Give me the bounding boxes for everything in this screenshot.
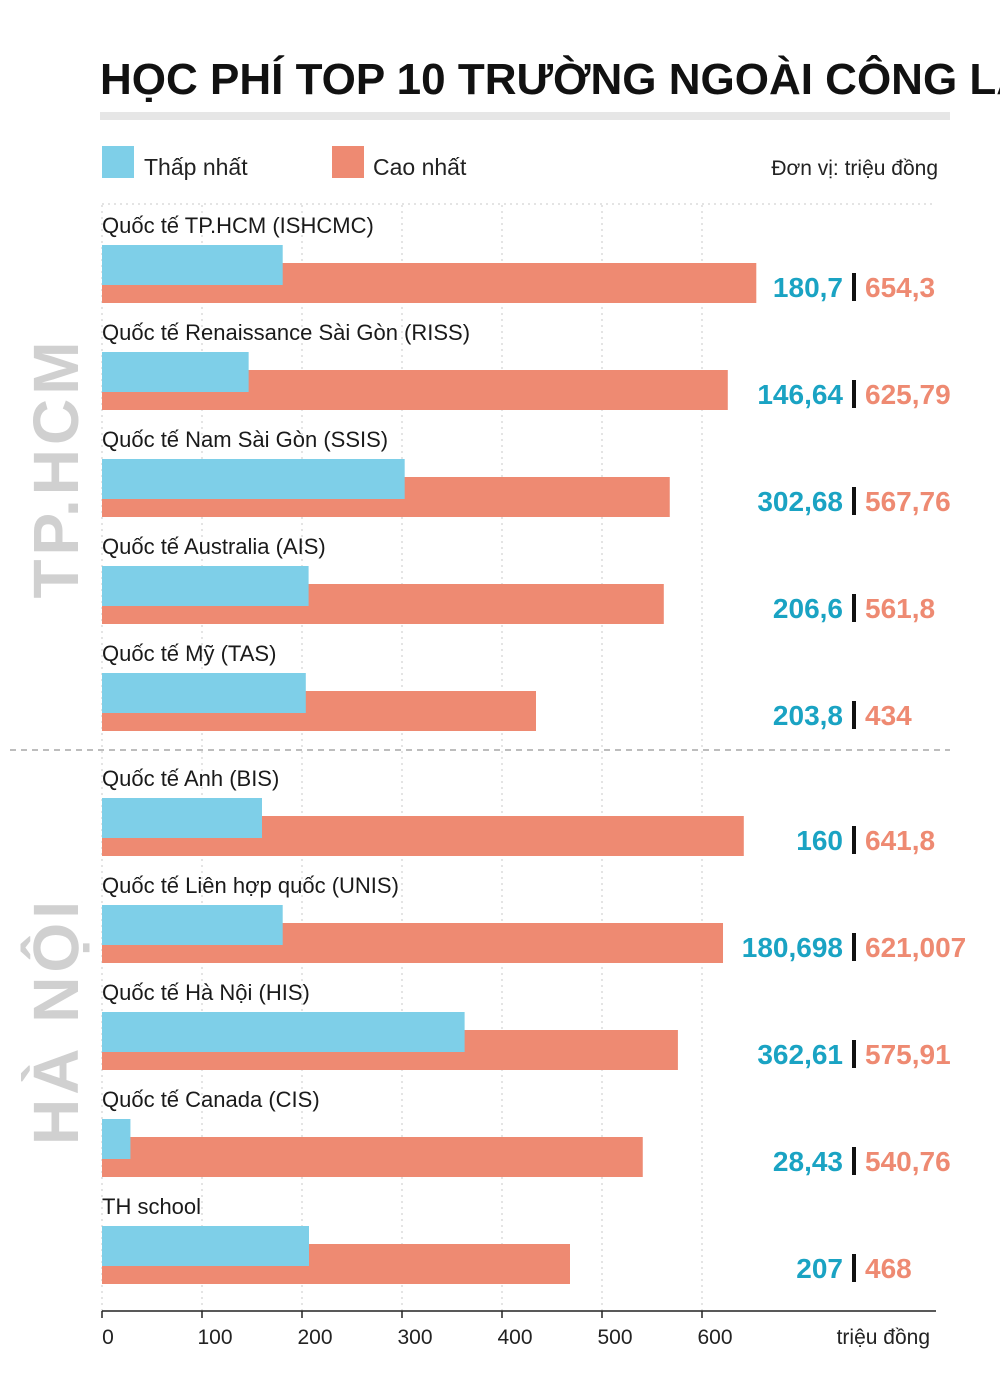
school-name: Quốc tế Hà Nội (HIS)	[102, 980, 310, 1005]
legend-min-swatch	[102, 146, 134, 178]
value-max-label: 575,91	[865, 1039, 951, 1070]
value-max-label: 567,76	[865, 486, 951, 517]
x-tick-label: 300	[397, 1326, 432, 1349]
value-separator	[852, 933, 856, 961]
x-tick-label: 400	[497, 1326, 532, 1349]
school-name: Quốc tế Liên hợp quốc (UNIS)	[102, 873, 399, 898]
value-max-label: 561,8	[865, 593, 935, 624]
bars-layer	[102, 245, 757, 1284]
value-max-label: 621,007	[865, 932, 966, 963]
value-min-label: 207	[796, 1253, 843, 1284]
value-min-label: 203,8	[773, 700, 843, 731]
value-separator	[852, 701, 856, 729]
legend-max-label: Cao nhất	[373, 154, 467, 180]
value-separator	[852, 1254, 856, 1282]
school-name: Quốc tế Renaissance Sài Gòn (RISS)	[102, 320, 470, 345]
value-separator	[852, 380, 856, 408]
school-name: Quốc tế TP.HCM (ISHCMC)	[102, 213, 374, 238]
school-name: Quốc tế Anh (BIS)	[102, 766, 279, 791]
region-label-1: HÀ NỘI	[19, 897, 92, 1145]
value-min-label: 206,6	[773, 593, 843, 624]
value-max-label: 641,8	[865, 825, 935, 856]
legend-max-swatch	[332, 146, 364, 178]
school-name: Quốc tế Mỹ (TAS)	[102, 641, 276, 666]
value-separator	[852, 487, 856, 515]
value-min-label: 180,698	[742, 932, 843, 963]
value-min-label: 146,64	[757, 379, 843, 410]
bar-min	[102, 1012, 465, 1052]
value-max-label: 654,3	[865, 272, 935, 303]
bar-min	[102, 566, 309, 606]
value-min-label: 302,68	[757, 486, 843, 517]
bar-min	[102, 245, 283, 285]
legend-min-label: Thấp nhất	[144, 154, 248, 180]
bar-min	[102, 673, 306, 713]
value-min-label: 160	[796, 825, 843, 856]
x-tick-label: 500	[597, 1326, 632, 1349]
title-underline	[100, 112, 950, 120]
bar-min	[102, 905, 283, 945]
x-tick-label: 0	[102, 1326, 114, 1349]
school-name: Quốc tế Canada (CIS)	[102, 1087, 320, 1112]
bar-min	[102, 1119, 131, 1159]
value-min-label: 180,7	[773, 272, 843, 303]
x-tick-label: 200	[297, 1326, 332, 1349]
value-separator	[852, 826, 856, 854]
value-separator	[852, 594, 856, 622]
bar-min	[102, 352, 249, 392]
value-separator	[852, 1147, 856, 1175]
value-max-label: 540,76	[865, 1146, 951, 1177]
bar-min	[102, 459, 405, 499]
x-axis-label: triệu đồng	[837, 1326, 930, 1349]
x-tick-label: 600	[697, 1326, 732, 1349]
unit-note: Đơn vị: triệu đồng	[771, 157, 938, 180]
labels-layer: TP.HCM HÀ NỘI Quốc tế TP.HCM (ISHCMC) 180,7…	[19, 213, 966, 1284]
value-max-label: 625,79	[865, 379, 951, 410]
value-separator	[852, 273, 856, 301]
bar-min	[102, 1226, 309, 1266]
school-name: TH school	[102, 1194, 201, 1219]
school-name: Quốc tế Australia (AIS)	[102, 534, 326, 559]
chart-title: HỌC PHÍ TOP 10 TRƯỜNG NGOÀI CÔNG LẬP	[100, 53, 1000, 104]
value-min-label: 362,61	[757, 1039, 843, 1070]
value-min-label: 28,43	[773, 1146, 843, 1177]
bar-min	[102, 798, 262, 838]
value-max-label: 434	[865, 700, 912, 731]
x-axis: 0 100 200 300 400 500 600 triệu đồng	[101, 1310, 936, 1349]
bar-max	[102, 1137, 643, 1177]
school-name: Quốc tế Nam Sài Gòn (SSIS)	[102, 427, 388, 452]
value-separator	[852, 1040, 856, 1068]
value-max-label: 468	[865, 1253, 912, 1284]
grid-layer	[10, 203, 950, 1311]
region-label-0: TP.HCM	[20, 337, 92, 598]
x-tick-label: 100	[197, 1326, 232, 1349]
